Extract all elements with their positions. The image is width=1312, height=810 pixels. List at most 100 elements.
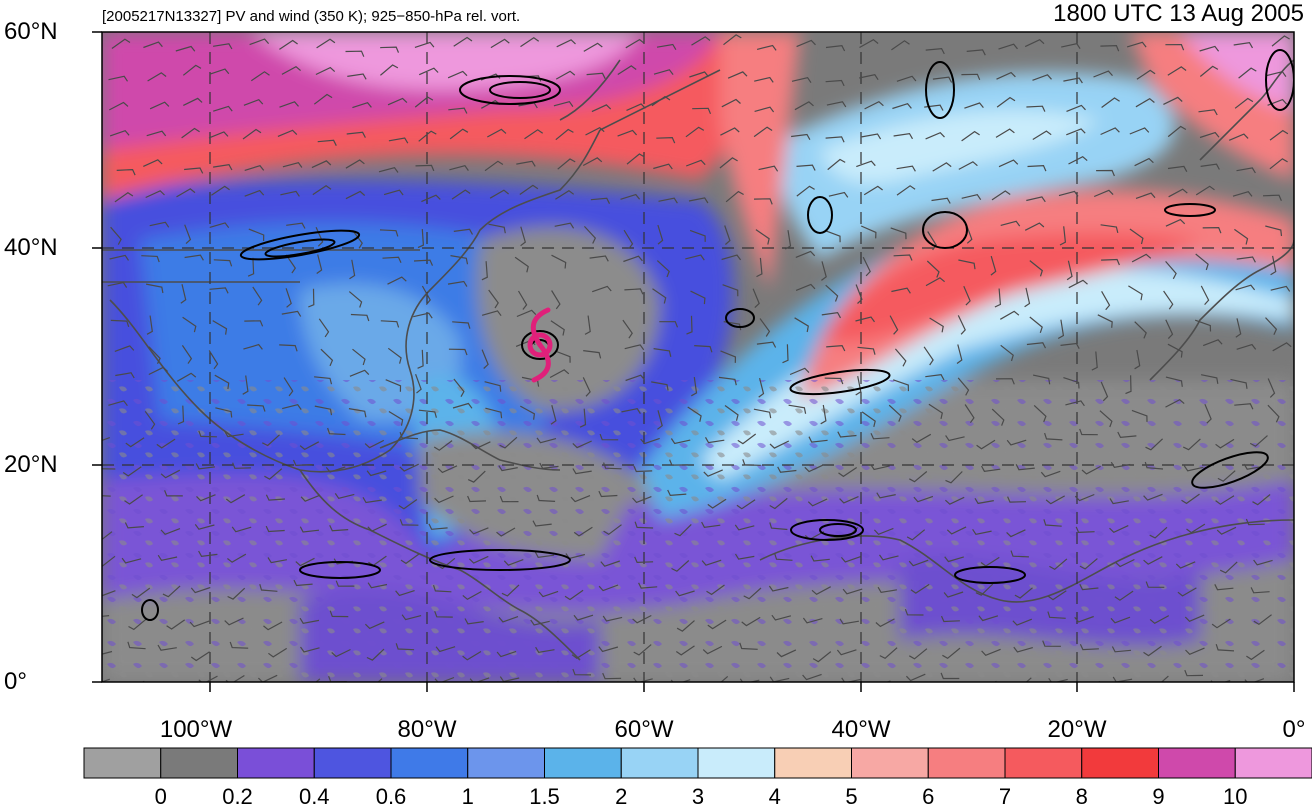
wind-barb-icon	[653, 348, 672, 357]
wind-barb-icon	[1177, 587, 1197, 597]
wind-barb-icon	[469, 527, 489, 535]
wind-barb-icon	[702, 645, 723, 655]
wind-barb-icon	[825, 45, 846, 52]
wind-barb-icon	[215, 407, 233, 418]
wind-barb-icon	[991, 408, 1005, 426]
wind-barb-icon	[925, 47, 945, 55]
wind-barb-icon	[802, 673, 822, 681]
wind-barb-icon	[448, 107, 468, 114]
wind-barb-icon	[929, 317, 944, 333]
wind-barb-icon	[277, 129, 298, 137]
wind-barb-icon	[318, 318, 330, 338]
wind-barb-icon	[1144, 461, 1164, 470]
wind-barb-icon	[325, 466, 346, 473]
colorbar-label: 7	[998, 784, 1012, 809]
colorbar-swatch	[1234, 747, 1312, 779]
wind-barb-icon	[335, 580, 355, 587]
wind-barb-icon	[499, 495, 519, 503]
wind-barb-icon	[176, 372, 197, 382]
wind-barb-icon	[481, 349, 489, 369]
wind-barb-icon	[213, 259, 233, 267]
wind-barb-icon	[701, 559, 722, 566]
wind-barb-icon	[108, 75, 129, 82]
wind-barb-icon	[388, 410, 404, 426]
wind-barb-icon	[232, 462, 251, 469]
wind-barb-icon	[771, 614, 792, 621]
wind-barb-icon	[503, 559, 524, 566]
wind-barb-icon	[146, 315, 153, 335]
wind-barb-icon	[640, 437, 660, 445]
wind-barb-icon	[583, 350, 602, 359]
graticule	[102, 32, 1294, 682]
wind-barb-icon	[896, 185, 916, 196]
wind-barb-icon	[1074, 615, 1094, 623]
wind-barb-icon	[433, 440, 453, 451]
wind-barb-icon	[976, 439, 996, 450]
wind-barb-icon	[839, 618, 860, 625]
colorbar-label: 0.6	[375, 784, 407, 809]
wind-barb-icon	[657, 224, 664, 245]
wind-barb-icon	[209, 222, 230, 229]
colorbar-swatch	[467, 747, 545, 779]
wind-barb-icon	[659, 321, 679, 328]
wind-barb-icon	[856, 160, 876, 168]
wind-barb-icon	[932, 162, 952, 172]
wind-barb-icon	[802, 617, 823, 624]
wind-barb-icon	[620, 193, 641, 200]
wind-barb-icon	[109, 101, 129, 111]
wind-barb-icon	[623, 255, 643, 263]
wind-barb-icon	[1049, 558, 1068, 571]
wind-barb-icon	[1236, 256, 1256, 263]
wind-barb-icon	[928, 403, 943, 420]
wind-barb-icon	[421, 194, 441, 203]
wind-barb-icon	[1043, 519, 1062, 527]
wind-barb-icon	[413, 312, 433, 319]
wind-barb-icon	[471, 441, 491, 450]
wind-barb-icon	[573, 526, 593, 537]
wind-barb-icon	[127, 641, 146, 650]
wind-barb-icon	[651, 381, 669, 391]
wind-barb-icon	[940, 615, 960, 623]
wind-barb-icon	[190, 651, 210, 662]
colorbar-label: 5	[845, 784, 858, 809]
wind-barb-icon	[769, 522, 788, 531]
wind-barb-icon	[401, 614, 422, 621]
wind-barb-icon	[719, 157, 738, 169]
wind-barb-icon	[996, 71, 1016, 80]
wind-barb-icon	[598, 646, 619, 653]
wind-barb-icon	[624, 288, 644, 295]
wind-barb-icon	[211, 185, 230, 196]
wind-barb-icon	[1270, 255, 1277, 276]
colorbar-swatch	[927, 747, 1006, 779]
wind-barb-icon	[966, 49, 986, 56]
wind-barb-icon	[182, 64, 202, 76]
wind-barb-icon	[638, 582, 658, 589]
wind-barb-icon	[789, 367, 810, 376]
wind-barb-icon	[669, 459, 688, 466]
wind-barb-icon	[892, 103, 912, 110]
wind-barb-icon	[590, 197, 611, 204]
wind-barb-icon	[352, 230, 363, 249]
wind-barb-icon	[675, 645, 695, 656]
wind-barb-icon	[707, 619, 727, 630]
wind-barb-icon	[656, 43, 677, 51]
wind-barb-icon	[633, 644, 652, 656]
wind-barb-icon	[250, 71, 270, 82]
wind-barb-icon	[554, 350, 571, 363]
wind-barb-icon	[281, 310, 302, 317]
wind-barb-icon	[227, 553, 247, 563]
wind-barb-icon	[946, 526, 967, 535]
wind-barb-icon	[737, 433, 757, 445]
wind-barb-icon	[810, 555, 830, 562]
colorbar-label: 1	[461, 784, 474, 809]
wind-barb-icon	[182, 316, 197, 333]
wind-barb-icon	[909, 471, 928, 483]
colorbar-label: 9	[1152, 784, 1165, 809]
wind-barb-icon	[1126, 41, 1147, 48]
wind-barb-icon	[418, 67, 439, 76]
wind-barb-icon	[671, 560, 690, 572]
wind-barb-icon	[198, 675, 218, 682]
wind-barb-icon	[1267, 378, 1276, 398]
wind-barb-icon	[598, 584, 619, 592]
wind-barb-icon	[213, 105, 233, 112]
